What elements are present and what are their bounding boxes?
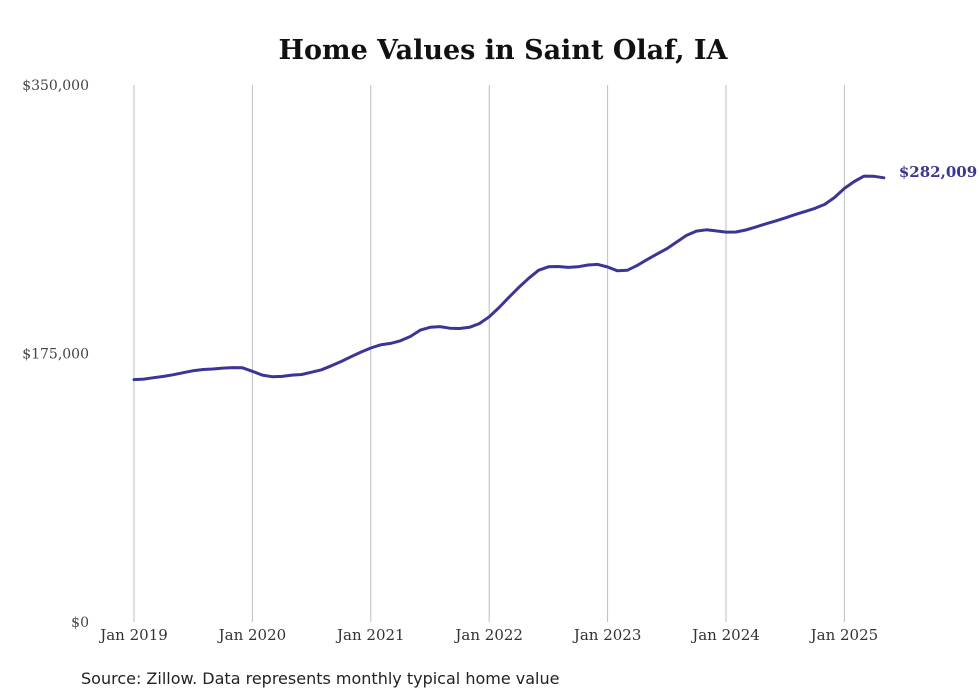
x-tick-label: Jan 2023 [572, 626, 642, 644]
x-tick-label: Jan 2025 [809, 626, 879, 644]
x-tick-label: Jan 2021 [335, 626, 405, 644]
source-note: Source: Zillow. Data represents monthly … [81, 669, 559, 688]
gridlines [133, 85, 845, 622]
x-axis-ticks: Jan 2019 Jan 2020 Jan 2021 Jan 2022 Jan 2023… [98, 626, 878, 644]
x-tick-label: Jan 2022 [453, 626, 523, 644]
x-tick-label: Jan 2020 [217, 626, 287, 644]
x-tick-label: Jan 2024 [690, 626, 760, 644]
y-tick-label: $175,000 [22, 347, 89, 363]
y-tick-label: $0 [71, 615, 89, 631]
x-tick-label: Jan 2019 [98, 626, 168, 644]
series-end-label: $282,009 [899, 163, 977, 181]
y-tick-label: $350,000 [22, 78, 89, 94]
series-layer: $282,009 [132, 163, 977, 382]
y-axis-ticks: $0 $175,000 $350,000 [22, 78, 89, 631]
series-line [132, 174, 886, 382]
chart-title: Home Values in Saint Olaf, IA [278, 35, 728, 66]
